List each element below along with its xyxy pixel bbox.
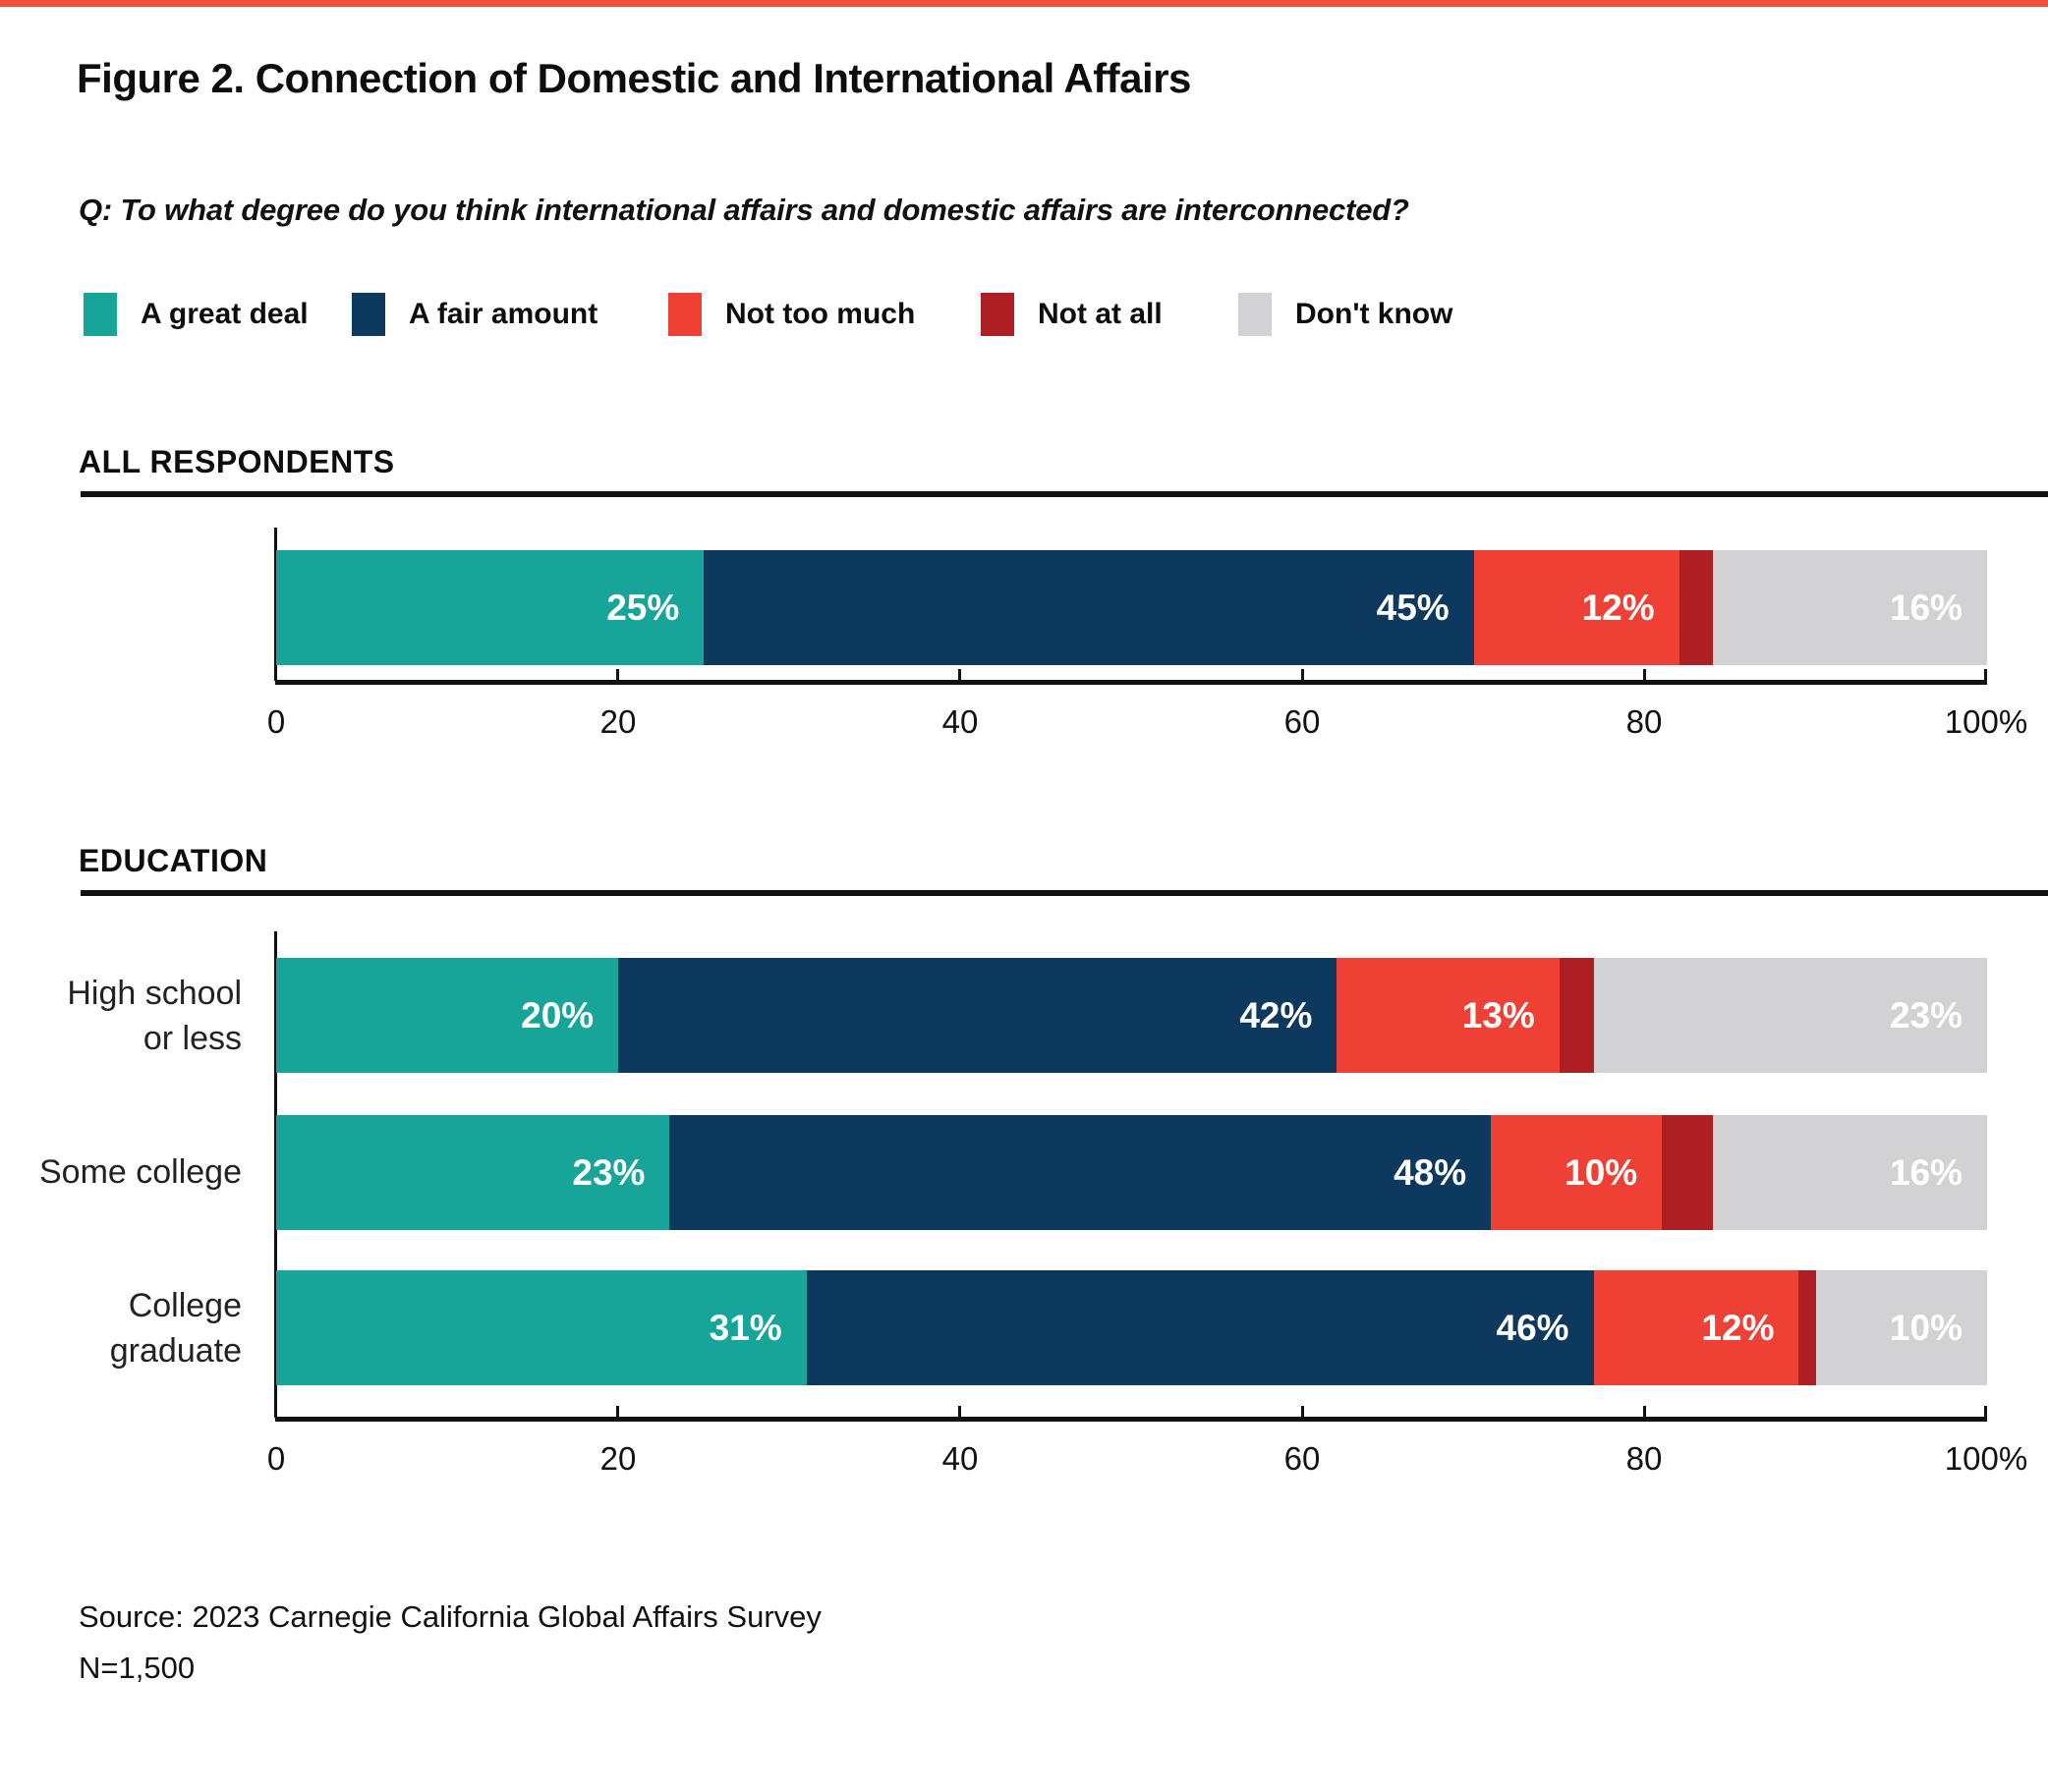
legend-item-not-too-much: Not too much [668, 293, 915, 336]
figure-title: Figure 2. Connection of Domestic and Int… [77, 55, 1191, 101]
bar-segment-a-great-deal: 31% [276, 1270, 807, 1385]
stacked-bar-high-school-or-less: 20% 42% 13% 23% [276, 958, 1987, 1073]
category-label-some-college: Some college [38, 1153, 242, 1191]
bar-segment-not-at-all [1662, 1115, 1714, 1230]
bar-segment-a-fair-amount: 46% [806, 1270, 1594, 1385]
section-header-education: EDUCATION [79, 843, 268, 878]
axis-tick-label: 20 [599, 1440, 637, 1477]
segment-value-label: 31% [709, 1307, 782, 1348]
y-axis-spine [274, 528, 277, 680]
segment-value-label: 20% [521, 994, 595, 1036]
bar-segment-dont-know: 16% [1713, 550, 1987, 665]
axis-tick-label: 0 [266, 1440, 286, 1477]
legend-swatch-teal [84, 293, 117, 336]
legend-swatch-gray [1238, 293, 1272, 336]
axis-tick [1643, 1406, 1646, 1418]
segment-value-label: 13% [1461, 994, 1535, 1036]
axis-tick [1301, 669, 1304, 681]
stacked-bar-some-college: 23% 48% 10% 16% [276, 1115, 1988, 1230]
axis-tick [1643, 669, 1646, 681]
legend-label: A fair amount [409, 298, 598, 330]
category-label-high-school-or-less: High school or less [67, 975, 242, 1057]
sample-size-note: N=1,500 [79, 1651, 196, 1685]
axis-tick-label: 0 [266, 703, 286, 740]
segment-value-label: 23% [1889, 994, 1963, 1036]
x-axis-baseline [275, 680, 1987, 685]
bar-segment-a-great-deal: 20% [276, 958, 619, 1073]
x-axis-baseline [275, 1417, 1987, 1422]
legend-label: Not too much [725, 298, 916, 330]
legend-item-dont-know: Don't know [1238, 293, 1452, 336]
axis-tick-label: 100% [1944, 1440, 2028, 1477]
axis-tick [1984, 669, 1987, 681]
axis-tick [1301, 1406, 1304, 1418]
axis-tick [616, 1406, 619, 1418]
section-header-all-respondents: ALL RESPONDENTS [79, 444, 395, 479]
bar-segment-dont-know: 10% [1815, 1270, 1987, 1385]
axis-tick-label: 100% [1944, 703, 2028, 740]
segment-value-label: 16% [1889, 587, 1963, 628]
legend-item-a-great-deal: A great deal [84, 293, 309, 336]
bar-segment-not-at-all [1798, 1270, 1816, 1385]
legend-label: Don't know [1295, 298, 1453, 330]
axis-tick-label: 60 [1283, 703, 1321, 740]
bar-segment-a-fair-amount: 48% [669, 1115, 1492, 1230]
bar-segment-a-fair-amount: 42% [618, 958, 1337, 1073]
legend-swatch-red [668, 293, 702, 336]
legend-swatch-navy [352, 293, 385, 336]
legend-label: Not at all [1038, 298, 1163, 330]
axis-tick-label: 60 [1283, 1440, 1321, 1477]
bar-segment-not-at-all [1559, 958, 1594, 1073]
segment-value-label: 16% [1889, 1151, 1963, 1193]
section-divider [81, 890, 2048, 896]
bar-segment-not-too-much: 10% [1491, 1115, 1663, 1230]
axis-tick [958, 669, 961, 681]
source-attribution: Source: 2023 Carnegie California Global … [79, 1599, 822, 1634]
segment-value-label: 23% [572, 1151, 646, 1193]
bar-segment-not-at-all [1678, 550, 1714, 665]
legend-swatch-dark-red [981, 293, 1014, 336]
segment-value-label: 46% [1496, 1307, 1569, 1348]
bar-segment-a-great-deal: 23% [276, 1115, 670, 1230]
bar-segment-dont-know: 16% [1713, 1115, 1988, 1230]
segment-value-label: 48% [1394, 1151, 1467, 1193]
y-axis-spine [274, 931, 277, 1417]
bar-segment-not-too-much: 12% [1593, 1270, 1799, 1385]
axis-tick-label: 20 [599, 703, 637, 740]
segment-value-label: 12% [1701, 1307, 1775, 1348]
axis-tick [616, 669, 619, 681]
segment-value-label: 25% [606, 587, 680, 628]
segment-value-label: 10% [1564, 1151, 1638, 1193]
axis-tick [274, 669, 277, 681]
bar-segment-a-great-deal: 25% [276, 550, 705, 665]
bar-segment-not-too-much: 13% [1337, 958, 1560, 1073]
legend-item-a-fair-amount: A fair amount [352, 293, 597, 336]
accent-top-rule [0, 0, 2048, 7]
bar-segment-not-too-much: 12% [1473, 550, 1679, 665]
stacked-bar-all-respondents: 25% 45% 12% 16% [276, 550, 1987, 665]
axis-tick [274, 1406, 277, 1418]
section-divider [81, 491, 2048, 497]
segment-value-label: 12% [1581, 587, 1655, 628]
axis-tick-label: 40 [941, 703, 979, 740]
segment-value-label: 45% [1376, 587, 1450, 628]
axis-tick [1984, 1406, 1987, 1418]
axis-tick-label: 40 [941, 1440, 979, 1477]
bar-segment-dont-know: 23% [1593, 958, 1987, 1073]
axis-tick-label: 80 [1625, 1440, 1663, 1477]
legend-item-not-at-all: Not at all [981, 293, 1163, 336]
legend-label: A great deal [141, 298, 309, 330]
segment-value-label: 42% [1239, 994, 1313, 1036]
category-label-college-graduate: College graduate [109, 1287, 242, 1370]
bar-segment-a-fair-amount: 45% [704, 550, 1474, 665]
axis-tick [958, 1406, 961, 1418]
survey-question: Q: To what degree do you think internati… [79, 193, 1409, 227]
axis-tick-label: 80 [1625, 703, 1663, 740]
segment-value-label: 10% [1889, 1307, 1963, 1348]
stacked-bar-college-graduate: 31% 46% 12% 10% [276, 1270, 1987, 1385]
